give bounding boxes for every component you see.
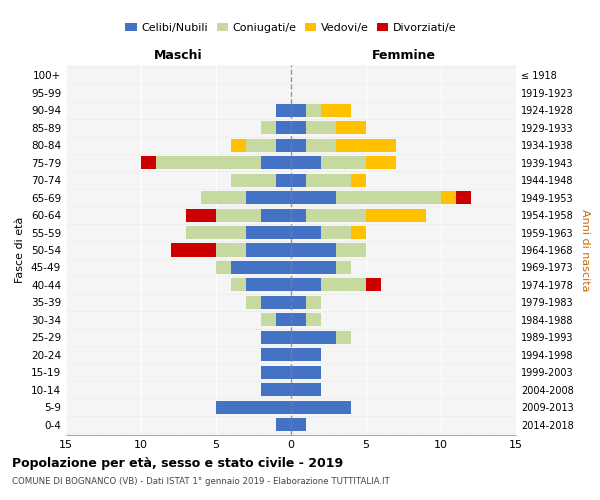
Bar <box>216 400 291 413</box>
Bar <box>186 226 246 239</box>
Bar <box>306 104 321 117</box>
Bar <box>291 191 336 204</box>
Bar <box>291 226 321 239</box>
Bar <box>291 138 306 152</box>
Bar <box>246 244 291 256</box>
Bar <box>141 156 156 170</box>
Bar <box>186 208 216 222</box>
Bar <box>336 261 351 274</box>
Bar <box>306 138 336 152</box>
Bar <box>291 383 321 396</box>
Bar <box>291 244 336 256</box>
Bar <box>246 278 291 291</box>
Bar <box>276 104 291 117</box>
Bar <box>216 261 231 274</box>
Bar <box>261 366 291 378</box>
Bar <box>156 156 261 170</box>
Bar <box>276 174 291 186</box>
Bar <box>291 156 321 170</box>
Bar <box>291 296 306 309</box>
Bar <box>321 104 351 117</box>
Bar <box>261 383 291 396</box>
Bar <box>291 348 321 362</box>
Bar <box>276 138 291 152</box>
Bar <box>336 330 351 344</box>
Bar <box>306 208 366 222</box>
Bar <box>276 122 291 134</box>
Bar <box>291 400 351 413</box>
Bar <box>261 314 276 326</box>
Bar <box>291 174 306 186</box>
Bar <box>171 244 216 256</box>
Bar <box>351 174 366 186</box>
Bar <box>366 156 396 170</box>
Bar <box>261 348 291 362</box>
Bar <box>336 122 366 134</box>
Bar <box>306 122 336 134</box>
Bar <box>291 278 321 291</box>
Bar <box>291 122 306 134</box>
Bar <box>456 191 471 204</box>
Bar <box>306 314 321 326</box>
Bar <box>246 138 276 152</box>
Bar <box>351 226 366 239</box>
Bar <box>276 418 291 431</box>
Bar <box>291 314 306 326</box>
Bar <box>261 208 291 222</box>
Bar <box>231 174 276 186</box>
Bar <box>336 244 366 256</box>
Bar <box>306 296 321 309</box>
Bar <box>321 226 351 239</box>
Legend: Celibi/Nubili, Coniugati/e, Vedovi/e, Divorziati/e: Celibi/Nubili, Coniugati/e, Vedovi/e, Di… <box>121 19 461 38</box>
Bar <box>231 261 291 274</box>
Bar <box>246 191 291 204</box>
Y-axis label: Anni di nascita: Anni di nascita <box>580 209 590 291</box>
Bar <box>246 226 291 239</box>
Bar <box>366 208 426 222</box>
Bar <box>291 261 336 274</box>
Text: COMUNE DI BOGNANCO (VB) - Dati ISTAT 1° gennaio 2019 - Elaborazione TUTTITALIA.I: COMUNE DI BOGNANCO (VB) - Dati ISTAT 1° … <box>12 477 390 486</box>
Bar <box>231 138 246 152</box>
Bar <box>291 418 306 431</box>
Bar <box>261 156 291 170</box>
Bar <box>201 191 246 204</box>
Y-axis label: Fasce di età: Fasce di età <box>16 217 25 283</box>
Bar <box>216 208 261 222</box>
Bar <box>441 191 456 204</box>
Text: Popolazione per età, sesso e stato civile - 2019: Popolazione per età, sesso e stato civil… <box>12 458 343 470</box>
Bar <box>246 296 261 309</box>
Bar <box>291 104 306 117</box>
Bar <box>306 174 351 186</box>
Bar <box>291 366 321 378</box>
Bar <box>291 330 336 344</box>
Bar <box>261 122 276 134</box>
Bar <box>336 138 396 152</box>
Bar <box>321 156 366 170</box>
Bar <box>291 208 306 222</box>
Bar <box>276 314 291 326</box>
Bar <box>366 278 381 291</box>
Bar <box>336 191 441 204</box>
Bar <box>261 330 291 344</box>
Bar <box>231 278 246 291</box>
Text: Femmine: Femmine <box>371 48 436 62</box>
Bar <box>216 244 246 256</box>
Text: Maschi: Maschi <box>154 48 203 62</box>
Bar <box>261 296 291 309</box>
Bar <box>321 278 366 291</box>
